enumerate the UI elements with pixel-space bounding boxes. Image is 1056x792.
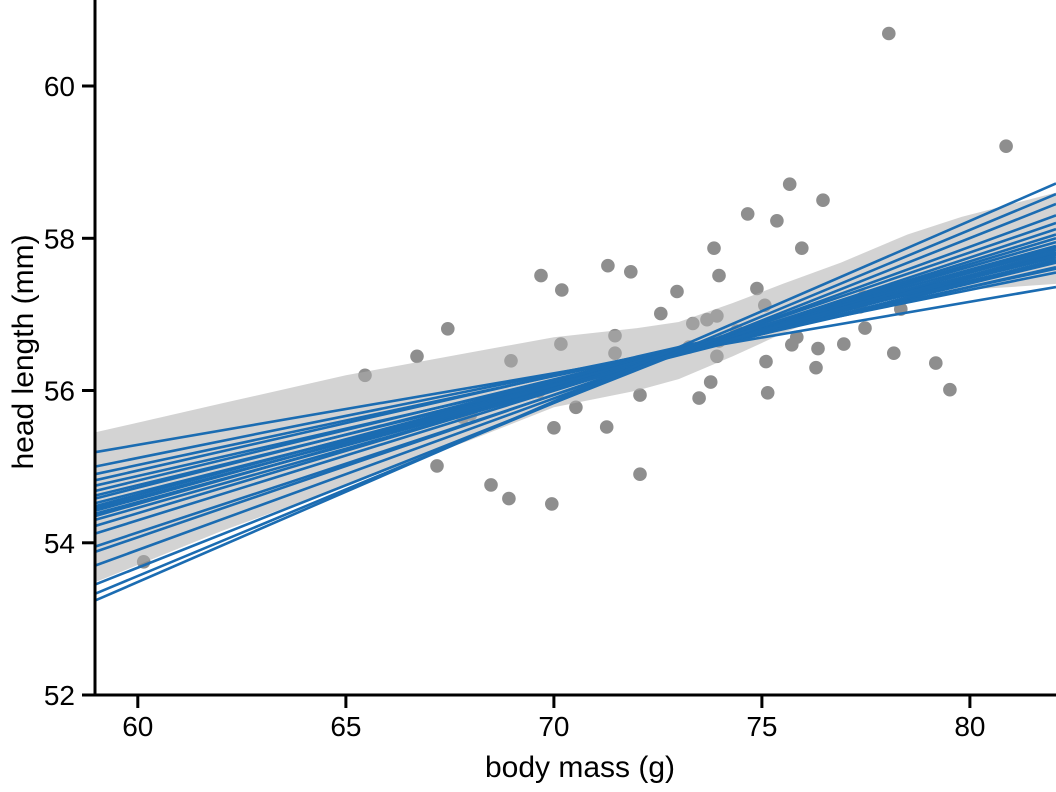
data-point — [887, 346, 901, 361]
x-tick-label: 80 — [954, 711, 985, 742]
data-point — [707, 241, 721, 255]
data-point — [670, 284, 684, 299]
data-point — [633, 467, 647, 482]
regression-line — [94, 182, 1056, 602]
data-point — [545, 497, 559, 511]
data-point — [484, 478, 498, 492]
data-point — [633, 388, 647, 402]
data-point — [790, 330, 804, 345]
data-point — [599, 420, 614, 434]
data-point — [654, 306, 668, 321]
data-point — [795, 241, 809, 255]
y-tick-label: 54 — [44, 528, 75, 559]
data-point — [750, 281, 764, 296]
data-point — [430, 459, 444, 473]
regression-line — [94, 192, 1056, 596]
regression-line — [94, 214, 1056, 567]
x-axis-label: body mass (g) — [485, 751, 675, 784]
x-tick-label: 75 — [746, 711, 777, 742]
data-point — [809, 360, 823, 375]
data-point — [502, 491, 516, 506]
data-point — [759, 354, 773, 369]
data-point — [999, 139, 1013, 153]
y-axis-label: head length (mm) — [7, 234, 40, 469]
data-point — [547, 421, 561, 435]
data-point — [569, 400, 583, 415]
data-point — [624, 265, 638, 279]
data-point — [410, 349, 424, 364]
regression-lines-layer — [94, 182, 1056, 602]
data-point — [782, 177, 797, 191]
data-point — [858, 321, 872, 335]
data-point — [555, 283, 569, 297]
regression-line — [94, 233, 1056, 535]
data-point — [929, 356, 943, 370]
x-tick-label: 60 — [122, 711, 153, 742]
data-point — [760, 386, 775, 400]
y-tick-label: 60 — [44, 71, 75, 102]
data-point — [770, 214, 784, 228]
data-point — [441, 322, 455, 336]
y-tick-label: 52 — [44, 680, 75, 711]
data-point — [811, 341, 825, 356]
data-point — [692, 391, 706, 405]
data-point — [601, 258, 615, 273]
x-tick-label: 65 — [330, 711, 361, 742]
y-tick-label: 58 — [44, 223, 75, 254]
regression-line — [94, 221, 1056, 554]
data-point — [837, 337, 851, 351]
regression-line — [94, 240, 1056, 518]
data-point — [712, 268, 726, 283]
axes-layer: 60 65 70 75 80 52 54 56 58 60 — [44, 0, 1056, 742]
data-point — [882, 26, 896, 41]
regression-line — [94, 237, 1056, 528]
data-point — [703, 375, 718, 389]
y-tick-label: 56 — [44, 376, 75, 407]
data-point — [740, 207, 755, 221]
data-point — [534, 268, 548, 283]
data-point — [943, 382, 957, 397]
data-point — [816, 193, 830, 207]
x-tick-label: 70 — [538, 711, 569, 742]
